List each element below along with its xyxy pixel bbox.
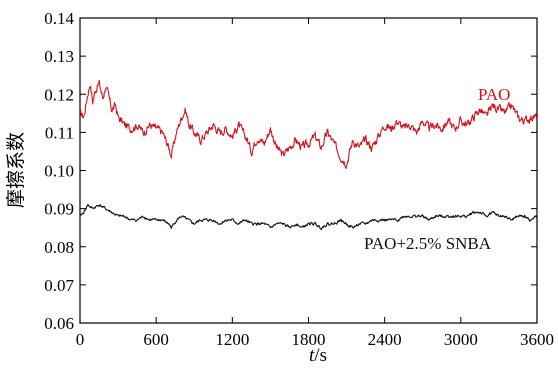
x-tick-label: 600 xyxy=(143,330,169,349)
x-tick-label: 1200 xyxy=(215,330,249,349)
series-label-pao: PAO xyxy=(478,85,510,104)
y-tick-label: 0.10 xyxy=(44,162,74,181)
plot-frame xyxy=(79,17,538,324)
y-tick-label: 0.14 xyxy=(44,9,74,28)
y-tick-label: 0.08 xyxy=(44,238,74,257)
x-tick-label: 1800 xyxy=(292,330,326,349)
x-tick-label: 3600 xyxy=(520,330,554,349)
y-tick-label: 0.07 xyxy=(44,276,74,295)
x-axis-title: t/s xyxy=(309,345,327,366)
series-layer xyxy=(79,79,538,231)
series-line-pao-snba xyxy=(79,204,538,231)
axis-ticks: 0 600 1200 1800 2400 3000 3600 0.06 0.07 0.08 0.09… xyxy=(44,9,554,349)
series-label-pao-snba: PAO+2.5% SNBA xyxy=(364,234,492,253)
y-tick-label: 0.09 xyxy=(44,200,74,219)
x-tick-label: 0 xyxy=(76,330,85,349)
x-tick-label: 2400 xyxy=(368,330,402,349)
y-tick-label: 0.11 xyxy=(45,123,74,142)
y-tick-label: 0.12 xyxy=(44,85,74,104)
y-tick-label: 0.13 xyxy=(44,47,74,66)
y-tick-label: 0.06 xyxy=(44,314,74,333)
series-line-pao xyxy=(79,79,538,169)
x-tick-label: 3000 xyxy=(444,330,478,349)
y-axis-title: 摩擦系数 xyxy=(5,132,27,208)
x-axis-title-italic: t xyxy=(309,345,315,366)
x-axis-title-unit: /s xyxy=(314,345,327,366)
